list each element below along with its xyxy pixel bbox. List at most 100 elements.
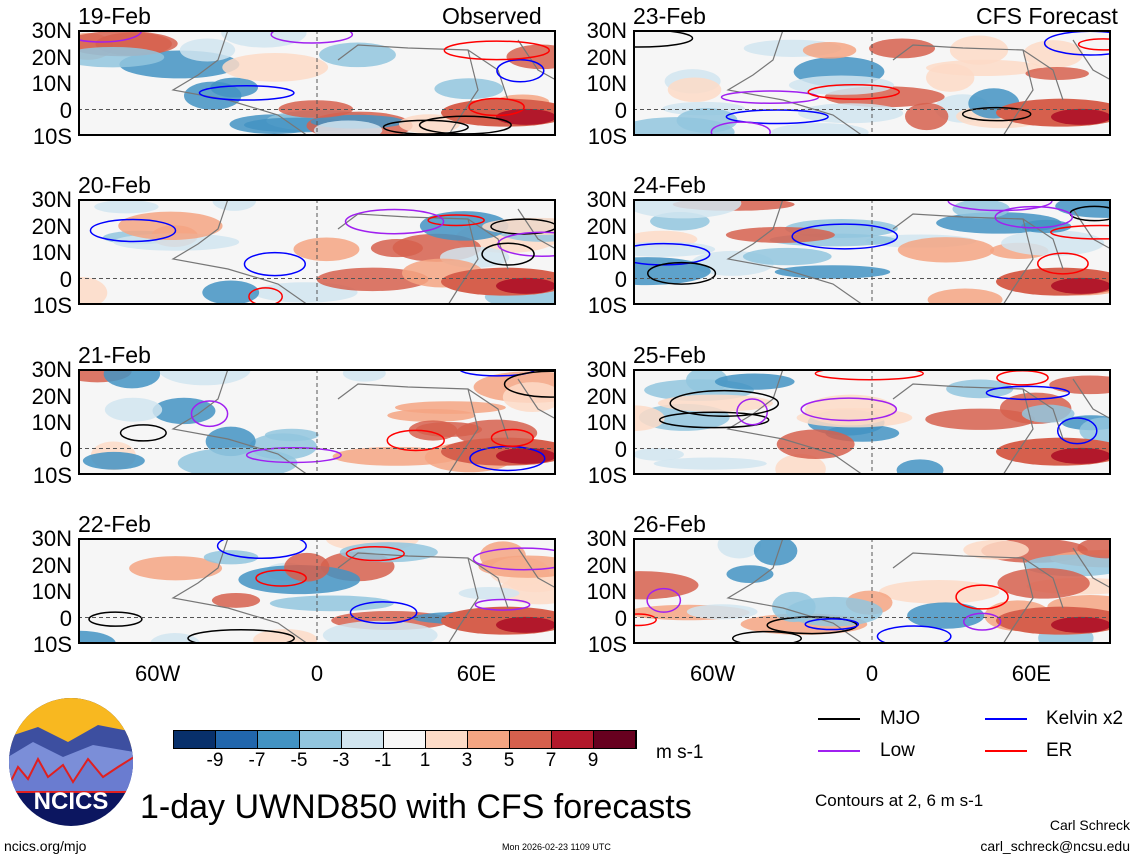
lon-label: 60W [135,661,181,686]
wind-anomaly-shade [798,103,904,124]
wind-anomaly-shade [963,540,1029,560]
colorbar-swatch [216,731,258,748]
contour [962,612,1002,631]
wind-anomaly-shade [997,567,1090,599]
contour [804,618,860,631]
wind-anomaly-shade [434,78,504,100]
wind-anomaly-shade [775,453,826,475]
wind-anomaly-shade [496,277,556,294]
wind-anomaly-shade [496,616,556,633]
panel-date: 22-Feb [78,511,151,537]
coastline [171,199,556,305]
legend-kelvin: Kelvin x2 [1046,708,1124,729]
colorbar-swatch [510,731,552,748]
wind-anomaly-shade [771,123,869,136]
wind-anomaly-shade [316,267,429,292]
wind-anomaly-shade [869,38,936,59]
url-link[interactable]: ncics.org/mjo [4,838,87,854]
contour [472,547,556,571]
contour [791,223,899,250]
figure-title: 1-day UWND850 with CFS forecasts [140,788,692,826]
wind-anomaly-shade [1051,447,1111,464]
lat-label: 30N [586,526,627,551]
map-panel [78,199,556,305]
panel-frame [78,369,556,475]
wind-anomaly-shade [1077,538,1111,559]
colorbar-swatch [300,731,342,748]
contour [474,598,531,611]
lat-label: 10N [586,240,627,265]
coastline [726,30,1111,136]
wind-anomaly-shade [878,580,1000,604]
lon-label: 0 [865,661,879,686]
wind-anomaly-shade [458,587,520,600]
lat-label: 0 [59,605,72,631]
wind-anomaly-shade [478,555,556,578]
contour [1056,417,1098,445]
contour [985,385,1071,401]
colorbar-tick: 9 [587,750,599,771]
lat-label: 0 [59,97,72,123]
contour [468,97,525,117]
wind-anomaly-shade [496,108,556,125]
wind-anomaly-shade [293,237,360,262]
wind-anomaly-shade [907,602,985,629]
wind-anomaly-shade [94,200,159,214]
wind-anomaly-shade [222,52,329,82]
wind-anomaly-shade [482,217,556,236]
timestamp: Mon 2026-02-23 1109 UTC [502,842,611,852]
lat-label: 10S [32,293,72,318]
contour [88,611,143,627]
lat-label: 20N [31,552,72,578]
email[interactable]: carl_schreck@ncsu.edu [980,838,1130,854]
lat-label: 10S [32,463,72,488]
lat-label: 30N [586,357,627,382]
lat-label: 0 [59,436,72,462]
wind-anomaly-shade [905,102,949,131]
panel-date: 20-Feb [78,172,151,198]
contour [89,218,177,243]
wind-anomaly-shade [221,30,307,48]
wind-anomaly-shade [1051,277,1111,294]
wind-anomaly-shade [897,237,995,263]
lat-label: 0 [614,605,627,631]
lat-label: 10S [32,124,72,149]
lat-label: 10N [31,240,72,265]
contour [248,287,283,305]
coastline [726,369,1111,475]
colorbar-tick: -3 [332,750,350,771]
lat-label: 20N [586,383,627,409]
wind-anomaly-shade [319,42,396,68]
wind-anomaly-shade [952,199,1010,219]
wind-anomaly-shade [1021,404,1075,423]
contour [669,389,780,417]
wind-anomaly-shade [926,63,975,92]
wind-anomaly-shade [370,239,423,258]
wind-anomaly-shade [686,604,758,620]
wind-anomaly-shade [342,369,386,382]
contour [481,242,535,266]
wind-anomaly-shade [394,401,506,414]
lat-label: 10S [587,124,627,149]
wind-anomaly-shade [633,447,684,461]
contours-note: Contours at 2, 6 m s-1 [815,791,984,810]
lat-label: 30N [31,187,72,212]
colorbar-tick: -5 [290,750,308,771]
ncics-logo: NCICS [9,698,133,826]
wind-anomaly-shade [103,369,161,389]
lat-label: 30N [586,18,627,43]
wind-anomaly-shade [725,226,835,243]
legend-low: Low [880,740,915,761]
wind-anomaly-shade [633,241,716,257]
wind-anomaly-shade [946,379,1014,399]
wind-anomaly-shade [129,556,223,581]
wind-anomaly-shade [776,429,855,460]
colorbar-tick: 5 [503,750,515,771]
panel-date: 26-Feb [633,511,706,537]
contour [994,205,1074,229]
colorbar-swatch [258,731,300,748]
contour [1077,38,1111,51]
colorbar-swatch [552,731,594,748]
wind-anomaly-shade [1025,67,1089,80]
contour [443,40,551,61]
